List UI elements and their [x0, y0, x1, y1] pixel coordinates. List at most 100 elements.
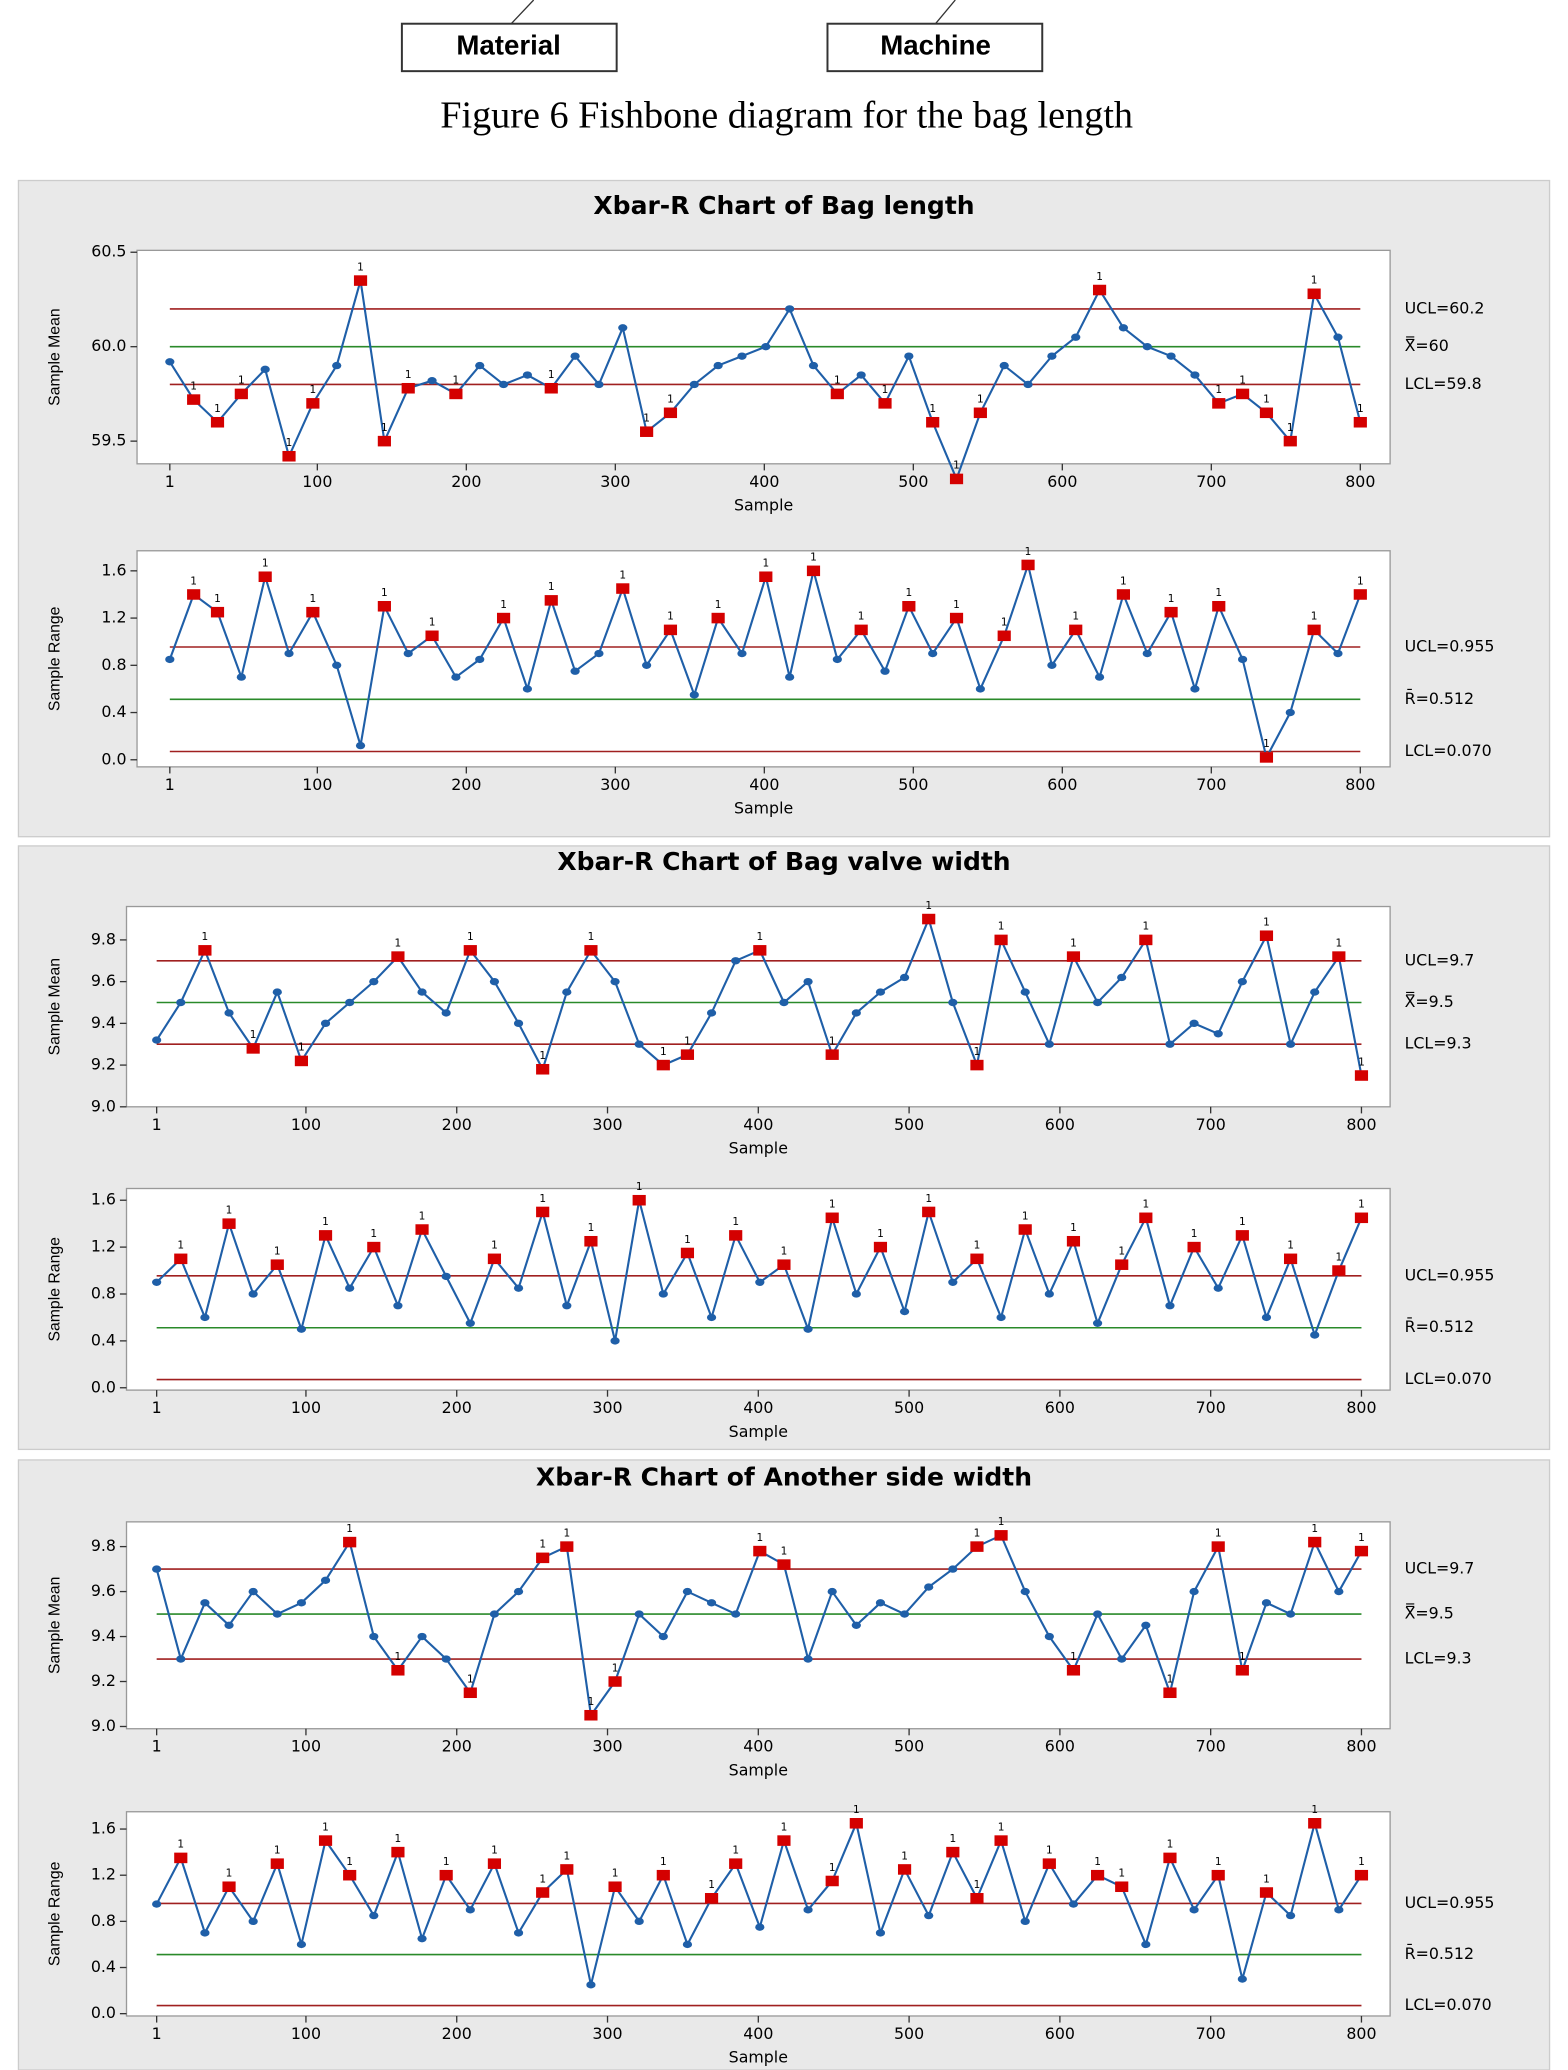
flag-label: 1	[1357, 403, 1364, 415]
point	[441, 1655, 451, 1663]
flag-label: 1	[619, 569, 626, 581]
flagged-point	[1236, 388, 1250, 400]
flagged-point	[663, 407, 678, 419]
point	[176, 1655, 186, 1663]
x-tick-label: 100	[291, 1737, 321, 1756]
point	[1092, 1610, 1103, 1618]
flag-label: 1	[1072, 611, 1079, 623]
point	[634, 1610, 644, 1618]
flag-label: 1	[901, 1850, 908, 1862]
point	[689, 380, 699, 389]
point	[224, 1009, 234, 1017]
box-label: Machine	[880, 30, 991, 61]
point	[152, 1036, 162, 1044]
point	[320, 1019, 331, 1028]
flagged-point	[1139, 1212, 1153, 1224]
y-axis-label: Sample Range	[47, 1237, 64, 1342]
point	[808, 361, 819, 370]
flag-label: 1	[548, 581, 555, 593]
point	[489, 1610, 500, 1618]
flagged-point	[994, 934, 1008, 946]
point	[403, 649, 413, 658]
flag-label: 1	[834, 375, 841, 387]
x-tick-label: 200	[451, 775, 481, 794]
x-tick-label: 800	[1346, 2024, 1376, 2043]
point	[248, 1290, 258, 1298]
flagged-point	[1308, 1818, 1322, 1829]
flagged-point	[973, 407, 987, 419]
flag-label: 1	[1358, 1856, 1365, 1868]
point	[260, 365, 270, 374]
chart-title: Xbar-R Chart of Bag length	[593, 191, 974, 220]
flagged-point	[174, 1253, 188, 1265]
x-tick-label: 300	[592, 1115, 622, 1134]
flag-label: 1	[1046, 1844, 1053, 1856]
flag-label: 1	[548, 369, 555, 381]
y-tick-label: 0.8	[101, 655, 126, 674]
y-tick-label: 9.4	[91, 1626, 116, 1645]
point	[731, 1610, 741, 1618]
point	[1044, 1290, 1054, 1298]
flag-label: 1	[612, 1868, 619, 1880]
point	[737, 352, 747, 360]
point	[706, 1009, 717, 1017]
flag-label: 1	[286, 437, 293, 449]
flag-label: 1	[1142, 1199, 1149, 1211]
point	[689, 691, 699, 699]
x-axis-label: Sample	[734, 495, 793, 514]
flagged-point	[496, 612, 511, 624]
y-tick-label: 9.6	[91, 971, 116, 990]
flagged-point	[318, 1835, 333, 1846]
flag-label: 1	[1022, 1210, 1029, 1222]
flagged-point	[1018, 1224, 1032, 1235]
flag-label: 1	[226, 1868, 233, 1880]
y-tick-label: 1.2	[91, 1865, 116, 1884]
flag-label: 1	[370, 1228, 377, 1240]
point	[610, 977, 620, 986]
flagged-point	[1115, 1881, 1129, 1893]
point	[1071, 333, 1081, 341]
point	[165, 655, 175, 664]
flag-label: 1	[467, 931, 474, 943]
flagged-point	[584, 1235, 598, 1247]
y-tick-label: 59.5	[91, 431, 126, 450]
point	[1165, 1302, 1175, 1310]
flag-label: 1	[500, 599, 507, 611]
flagged-point	[878, 398, 892, 409]
point	[875, 988, 886, 996]
flagged-point	[753, 1545, 767, 1557]
flag-label: 1	[1263, 917, 1270, 929]
control-label: UCL=0.955	[1405, 1893, 1495, 1912]
flagged-point	[1307, 624, 1321, 636]
flagged-point	[825, 1212, 839, 1224]
point	[345, 1284, 355, 1292]
flagged-point	[234, 388, 248, 400]
x-tick-label: 100	[291, 1115, 321, 1134]
flagged-point	[294, 1055, 309, 1067]
flag-label: 1	[974, 1527, 981, 1539]
control-label: LCL=9.3	[1405, 1649, 1472, 1668]
point	[427, 377, 437, 385]
flagged-point	[544, 382, 558, 394]
flag-label: 1	[905, 587, 912, 599]
flag-label: 1	[539, 1050, 546, 1062]
point	[904, 352, 914, 360]
flagged-point	[777, 1559, 791, 1570]
flag-label: 1	[1263, 394, 1270, 406]
flag-label: 1	[667, 394, 674, 406]
flagged-point	[187, 394, 201, 405]
flagged-point	[949, 612, 964, 624]
flag-label: 1	[1191, 1228, 1198, 1240]
flagged-point	[1284, 1253, 1298, 1265]
flag-label: 1	[1311, 1523, 1318, 1535]
flagged-point	[922, 1206, 936, 1218]
point	[465, 1906, 475, 1914]
y-tick-label: 0.0	[91, 2003, 116, 2022]
point	[522, 371, 533, 379]
chart-title: Xbar-R Chart of Another side width	[536, 1462, 1032, 1491]
y-tick-label: 9.2	[91, 1055, 116, 1074]
point	[1020, 988, 1030, 996]
flagged-point	[270, 1259, 284, 1270]
flagged-point	[536, 1552, 550, 1564]
box-label: Material	[456, 30, 561, 61]
